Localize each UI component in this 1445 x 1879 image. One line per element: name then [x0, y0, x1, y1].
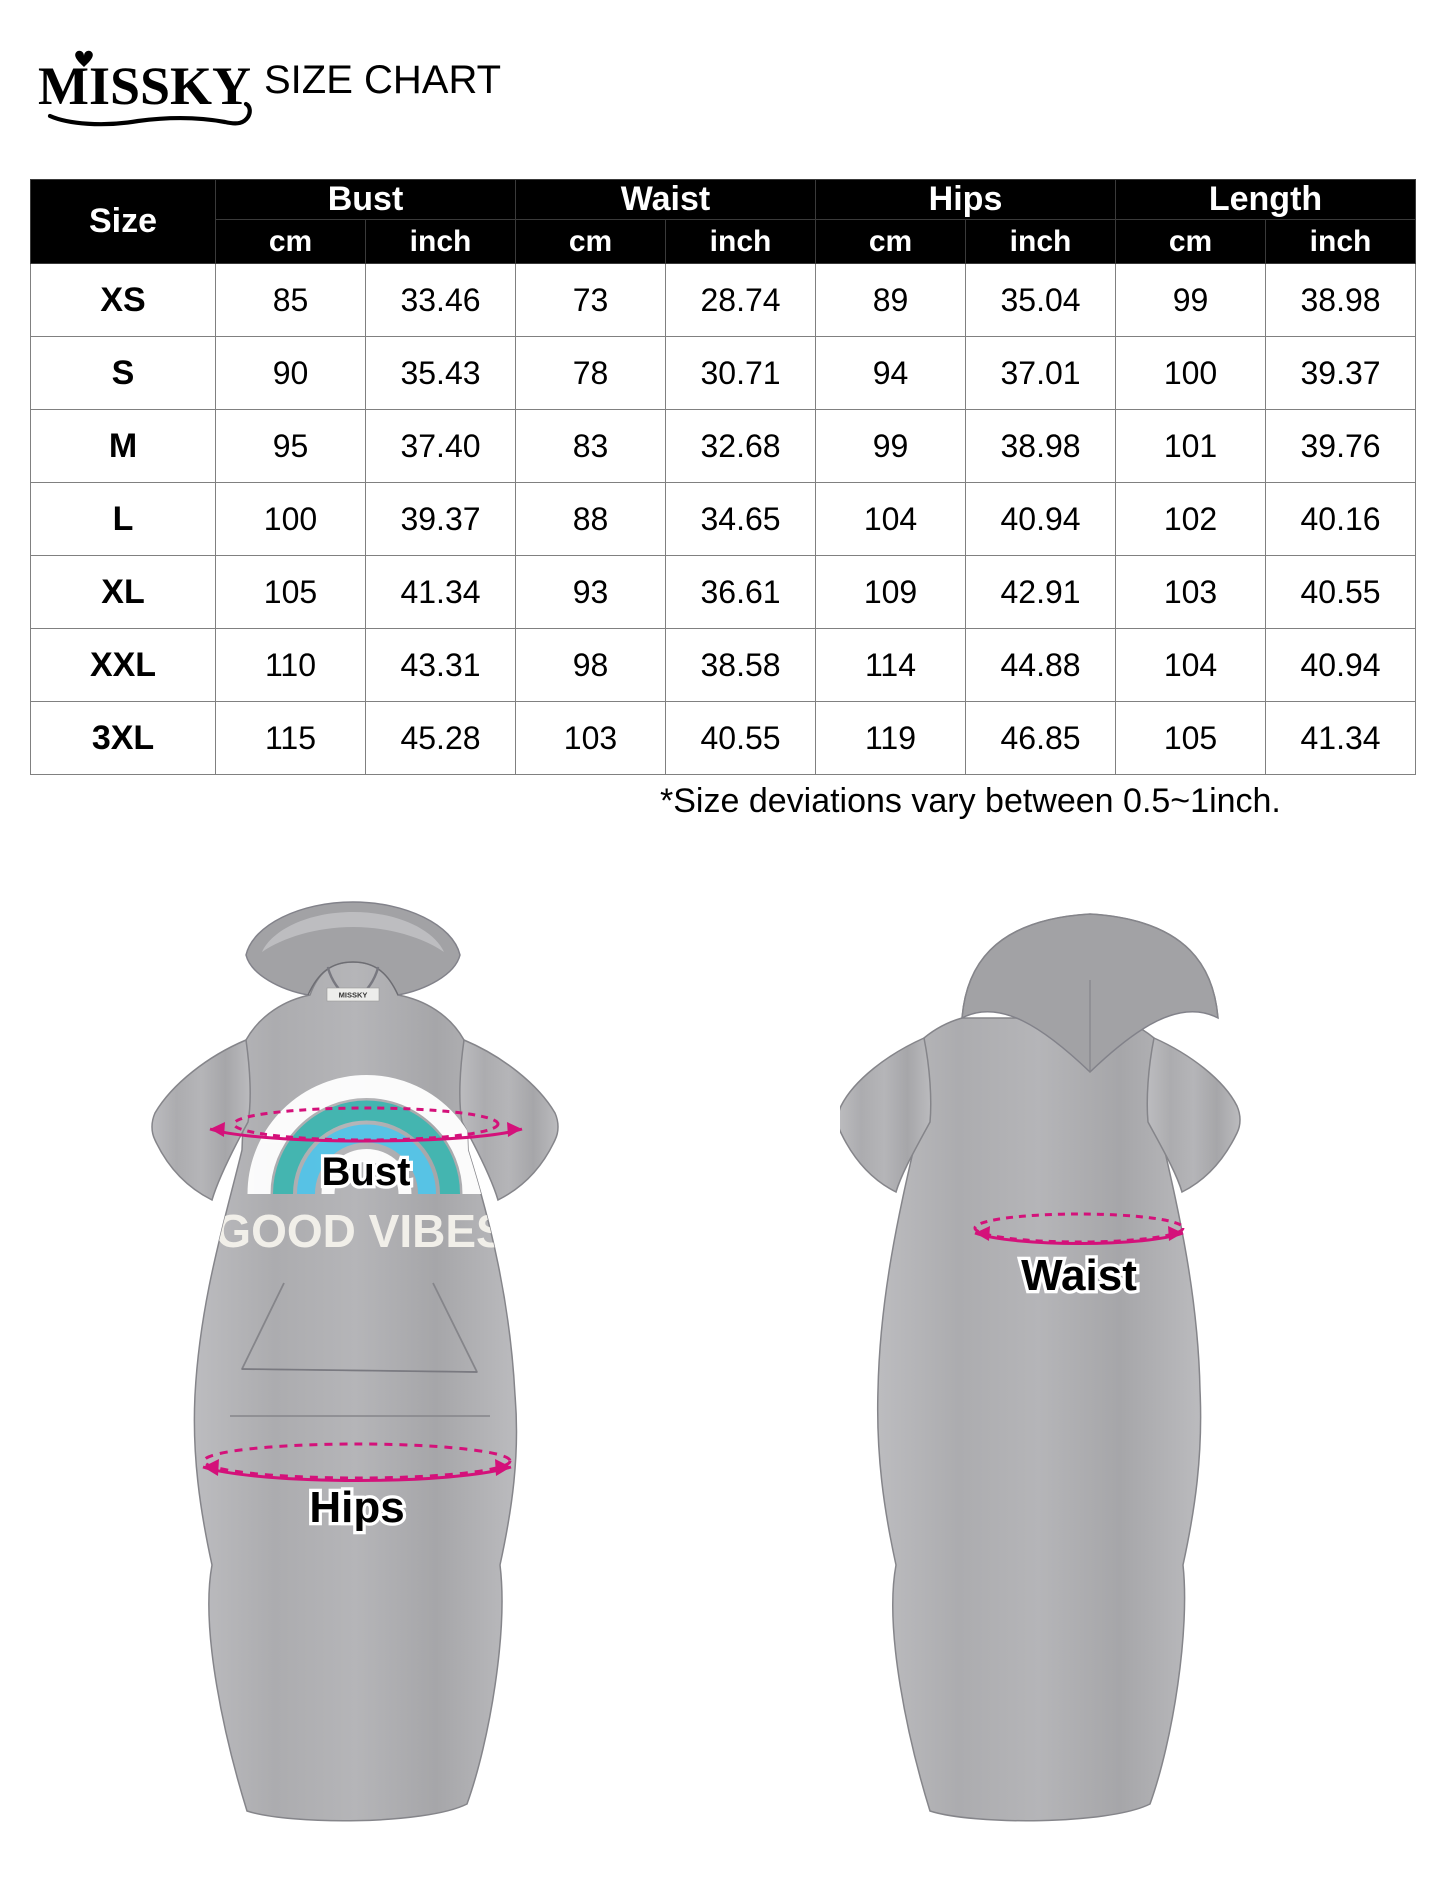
svg-text:Hips: Hips	[309, 1483, 404, 1532]
svg-text:Bust: Bust	[322, 1150, 411, 1194]
svg-text:GOOD VIBES: GOOD VIBES	[215, 1205, 506, 1257]
svg-text:Waist: Waist	[1021, 1251, 1137, 1300]
svg-text:MISSKY: MISSKY	[38, 56, 251, 116]
svg-text:MISSKY: MISSKY	[339, 991, 368, 1000]
